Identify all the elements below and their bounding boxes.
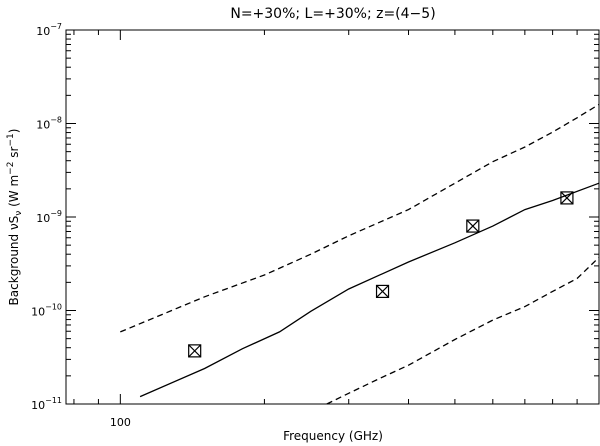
y-tick-label: 10−8 [36,116,62,132]
chart-title: N=+30%; L=+30%; z=(4−5) [230,6,435,22]
y-tick-label-exponent: −8 [50,116,62,125]
y-axis-label-sub: ν [14,211,24,216]
x-axis-label: Frequency (GHz) [283,429,383,443]
y-axis-label: Background νSν (W m−2 sr−1) [6,129,24,306]
y-tick-label-base: 10 [36,212,50,225]
y-tick-label-exponent: −7 [50,22,62,31]
series-line-dashed-1 [120,103,600,333]
y-tick-label-exponent: −10 [45,303,62,312]
y-tick-label: 10−10 [31,303,62,319]
y-tick-label-exponent: −11 [45,396,62,405]
y-axis-label-units: (W m [7,175,21,211]
marker-cross-b [376,284,389,298]
data-point-marker [466,219,480,233]
y-tick-label: 10−11 [31,396,62,412]
plot-frame [65,29,600,405]
y-tick-label-base: 10 [31,306,45,319]
y-axis-label-close: ) [7,129,21,134]
series-line-dashed-2 [326,256,600,405]
y-tick-label-exponent: −9 [50,209,62,218]
marker-cross-b [188,344,202,358]
y-tick-label-base: 10 [36,119,50,132]
y-axis-label-main: Background νS [7,216,21,306]
marker-cross-b [560,191,574,205]
series-layer [120,103,600,405]
y-tick-label-base: 10 [36,25,50,38]
y-tick-label-base: 10 [31,399,45,412]
y-axis-label-exp2: −1 [6,133,16,146]
series-line-solid [139,182,600,398]
data-point-marker [188,344,202,358]
y-axis-label-exp1: −2 [6,162,16,175]
marker-box [466,219,480,233]
y-tick-label: 10−7 [36,22,62,38]
marker-layer [188,191,574,358]
marker-box [375,284,390,299]
y-tick-label: 10−9 [36,209,62,225]
data-point-marker [560,191,574,205]
x-tick-label: 100 [110,416,131,429]
marker-box [560,191,574,205]
y-axis-label-mid: sr [7,146,21,161]
marker-cross-b [466,219,480,233]
data-point-marker [375,284,390,299]
x-axis-ticks: 100 [73,30,600,429]
marker-box [188,344,202,358]
